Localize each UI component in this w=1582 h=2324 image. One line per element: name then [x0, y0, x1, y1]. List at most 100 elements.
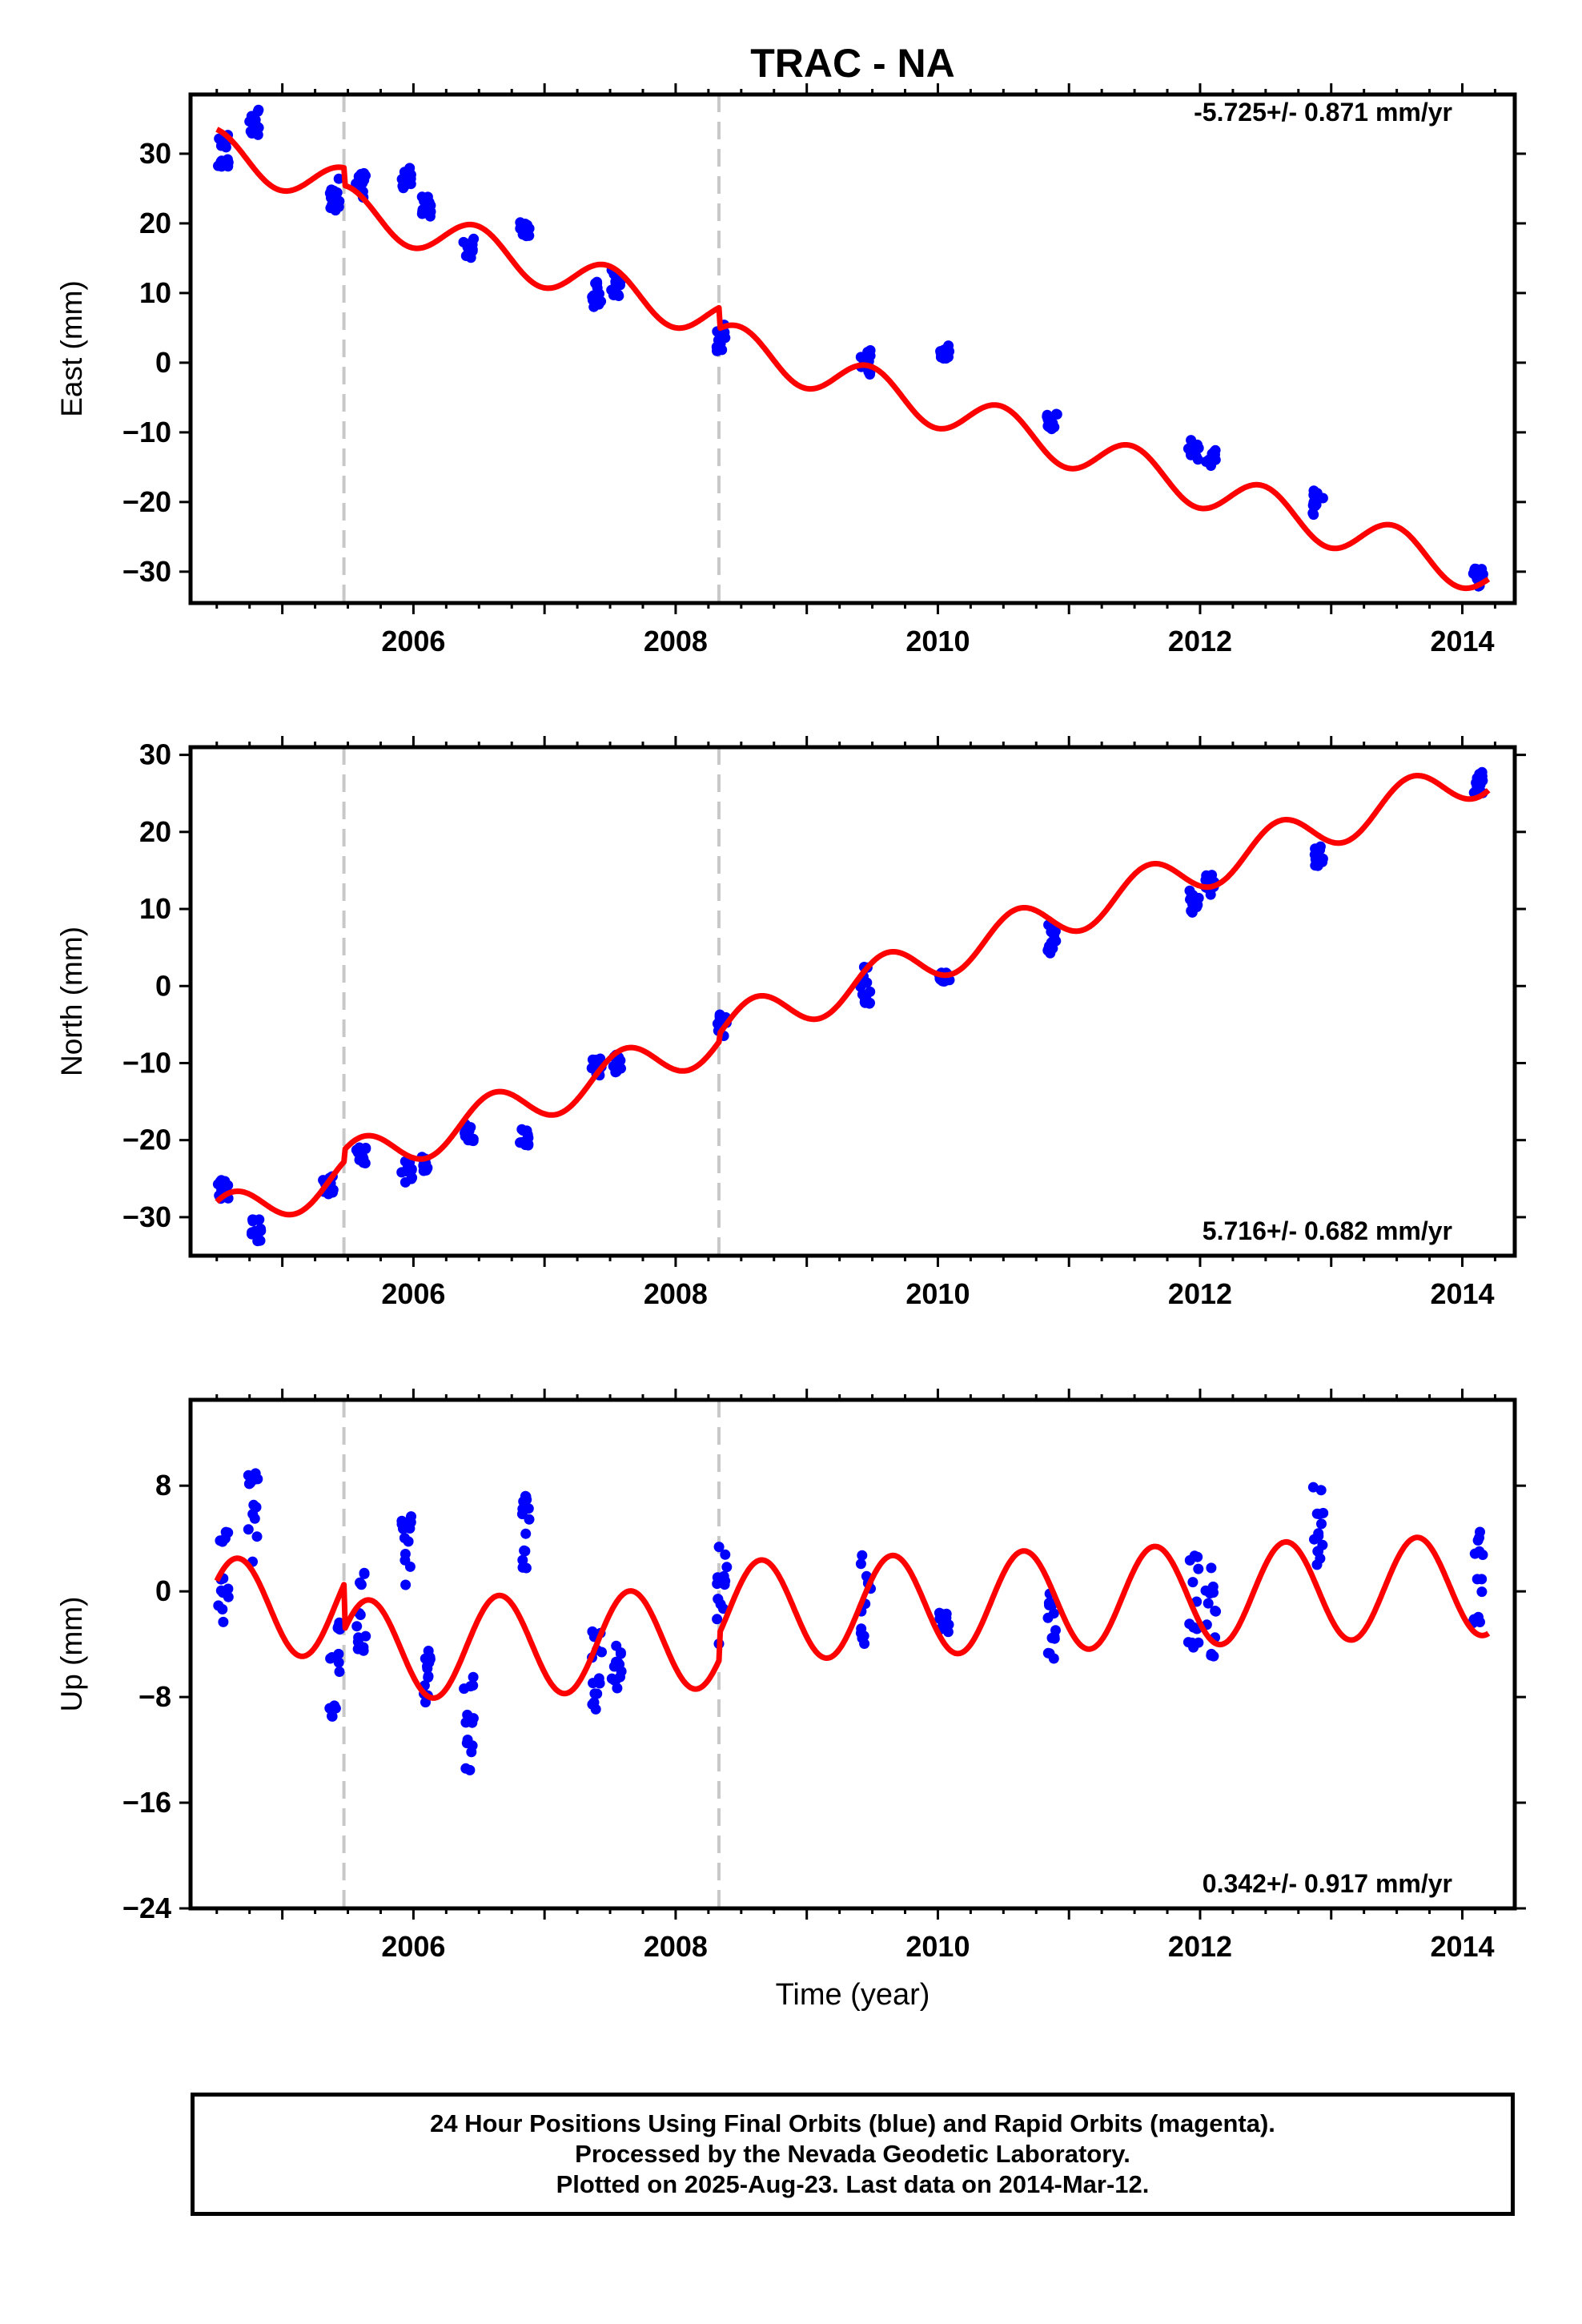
y-tick-label: 20 [139, 207, 171, 239]
data-point [1307, 1482, 1319, 1493]
data-point [712, 1578, 723, 1590]
data-point [400, 177, 411, 188]
x-tick-label: 2014 [1430, 1930, 1494, 1963]
data-point [1203, 1598, 1214, 1609]
data-point [524, 1514, 535, 1525]
data-point [333, 1621, 344, 1632]
y-tick-label: −10 [122, 1046, 171, 1079]
footer-caption: 24 Hour Positions Using Final Orbits (bl… [191, 2093, 1515, 2216]
y-tick-label: 0 [155, 969, 171, 1002]
data-point [1192, 1551, 1203, 1562]
data-point [360, 170, 371, 181]
data-point [333, 1648, 344, 1659]
x-tick-label: 2010 [905, 1930, 970, 1963]
data-point [217, 1587, 228, 1598]
data-point [612, 1683, 623, 1694]
data-point [935, 346, 946, 357]
y-tick-label: 20 [139, 815, 171, 848]
data-point [1044, 947, 1055, 958]
data-point [1192, 439, 1203, 450]
data-point [215, 140, 227, 151]
data-point [243, 1478, 255, 1490]
x-tick-label: 2012 [1168, 1277, 1232, 1310]
data-point [1204, 1588, 1215, 1599]
data-point [1046, 1632, 1058, 1643]
panel-3: 8 0 −8 −16 −24 2006 2008 2010 2012 2014 Up (mm) 0.3… [55, 1389, 1526, 1963]
data-point [1473, 1611, 1484, 1622]
data-point [855, 981, 866, 992]
x-tick-label: 2010 [905, 625, 970, 657]
scatter-series [213, 1468, 1488, 1775]
velocity-annotation: 5.716+/- 0.682 mm/yr [1203, 1216, 1452, 1245]
data-point [400, 1579, 412, 1590]
data-point [519, 1545, 530, 1556]
data-point [1051, 408, 1062, 420]
data-point [462, 1735, 473, 1745]
y-tick-label: −10 [122, 416, 171, 448]
data-point [614, 1659, 625, 1670]
data-point [1208, 1651, 1219, 1662]
data-point [596, 1647, 607, 1658]
data-point [1308, 485, 1319, 497]
data-point [416, 191, 428, 203]
data-point [251, 1531, 263, 1542]
data-point [1476, 1586, 1488, 1598]
data-point [212, 1179, 223, 1190]
data-point [333, 173, 344, 184]
data-point [606, 1673, 617, 1684]
data-point [330, 1703, 341, 1714]
data-point [611, 1640, 622, 1651]
data-point [1187, 1577, 1199, 1588]
data-point [608, 285, 620, 296]
data-point [1191, 902, 1203, 913]
data-point [1474, 769, 1485, 779]
data-point [255, 1235, 266, 1246]
data-point [524, 230, 535, 241]
data-point [520, 1528, 532, 1539]
x-tick-label: 2014 [1430, 625, 1494, 657]
data-point [865, 350, 876, 361]
data-point [589, 1688, 600, 1699]
y-tick-label: 30 [139, 137, 171, 170]
data-point [400, 1166, 412, 1176]
data-point [467, 236, 478, 247]
y-tick-label: 0 [155, 346, 171, 379]
data-point [354, 1142, 365, 1153]
data-point [400, 1554, 411, 1566]
data-point [1475, 779, 1486, 790]
data-point [594, 1678, 605, 1689]
footer-line-3: Plotted on 2025-Aug-23. Last data on 201… [556, 2170, 1150, 2198]
data-point [404, 170, 416, 181]
data-point [402, 1517, 413, 1528]
data-point [468, 1680, 479, 1691]
data-point [358, 1645, 369, 1656]
x-tick-label: 2008 [644, 1930, 708, 1963]
data-point [1043, 1598, 1054, 1609]
data-point [1311, 857, 1323, 868]
x-tick-label: 2012 [1168, 1930, 1232, 1963]
data-point [1206, 1562, 1217, 1574]
x-tick-label: 2006 [381, 1277, 445, 1310]
data-point [223, 1180, 234, 1191]
data-point [1211, 1606, 1222, 1617]
velocity-annotation: 0.342+/- 0.917 mm/yr [1203, 1869, 1452, 1898]
data-point [465, 1122, 476, 1133]
y-tick-label: −30 [122, 555, 171, 588]
data-point [465, 252, 476, 263]
data-point [359, 1567, 370, 1578]
data-point [249, 1513, 260, 1524]
y-tick-label: −30 [122, 1200, 171, 1233]
data-point [1476, 1574, 1488, 1585]
data-point [865, 986, 876, 997]
data-point [360, 1630, 371, 1642]
data-point [327, 1711, 337, 1722]
data-point [423, 1671, 434, 1682]
data-point [1315, 1485, 1327, 1496]
data-point [417, 206, 428, 217]
data-point [223, 1527, 234, 1538]
data-point [218, 1616, 229, 1627]
data-point [333, 201, 344, 212]
